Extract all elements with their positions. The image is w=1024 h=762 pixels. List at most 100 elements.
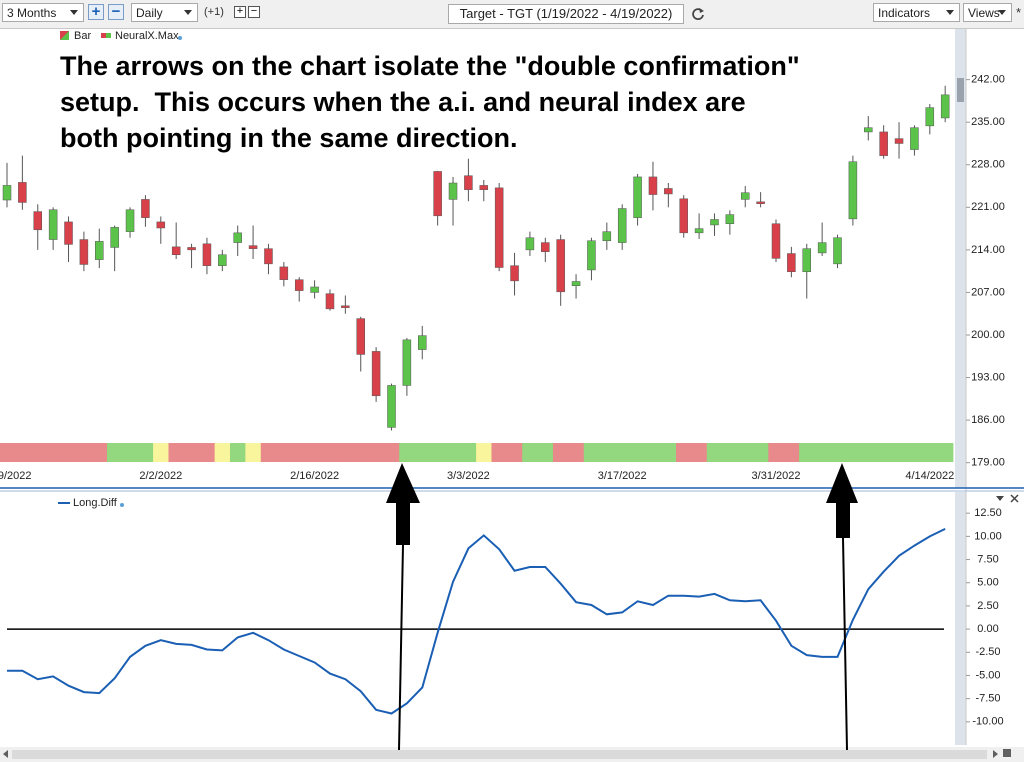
signal-cell: [768, 443, 785, 462]
signal-cell: [660, 443, 677, 462]
offset-plus[interactable]: +: [234, 6, 246, 18]
panel-menu[interactable]: [996, 496, 1004, 501]
signal-cell: [691, 443, 708, 462]
price-scrollbar[interactable]: [955, 29, 966, 488]
signal-cell: [291, 443, 308, 462]
candle-body: [233, 232, 242, 243]
signal-cell: [60, 443, 77, 462]
candle-body: [864, 127, 873, 133]
candle-body: [418, 335, 427, 350]
zoom-in[interactable]: +: [88, 4, 104, 20]
symbol-box[interactable]: Target - TGT (1/19/2022 - 4/19/2022): [448, 4, 684, 24]
y-tick-label: 12.50: [974, 507, 1002, 519]
y-tick-label: 235.00: [971, 116, 1005, 128]
scroll-right[interactable]: [993, 750, 998, 758]
views-star[interactable]: *: [1016, 5, 1022, 20]
candle-body: [679, 198, 688, 234]
candle-body: [64, 221, 73, 245]
candle-body: [95, 241, 104, 260]
signal-cell: [599, 443, 616, 462]
candle-body: [787, 253, 796, 273]
signal-cell: [506, 443, 523, 462]
signal-cell: [552, 443, 569, 462]
signal-cell: [568, 443, 585, 462]
price-scroll-thumb[interactable]: [957, 78, 964, 102]
legend-icon: [60, 31, 69, 40]
signal-cell: [583, 443, 600, 462]
signal-cell: [445, 443, 462, 462]
y-tick-label: -2.50: [975, 646, 1000, 658]
candle-body: [802, 248, 812, 273]
signal-cell: [245, 443, 262, 462]
indicator-line: [7, 528, 946, 715]
candle-body: [571, 281, 581, 287]
candle-body: [371, 351, 381, 397]
x-tick-label: 2/2/2022: [139, 470, 182, 482]
candle-body: [756, 201, 765, 204]
candle-body: [879, 131, 888, 156]
panel-close[interactable]: [1010, 494, 1019, 503]
candle-body: [602, 231, 612, 242]
signal-cell: [14, 443, 31, 462]
signal-cell: [276, 443, 293, 462]
annotation-line: The arrows on the chart isolate the "dou…: [60, 51, 800, 81]
offset-minus[interactable]: −: [248, 6, 260, 18]
x-tick-label: 1/19/2022: [0, 470, 31, 482]
signal-cell: [0, 443, 16, 462]
signal-cell: [30, 443, 46, 462]
candle-body: [141, 199, 150, 218]
indicators-select[interactable]: Indicators: [873, 3, 960, 22]
signal-cell: [230, 443, 246, 462]
signal-cell: [322, 443, 339, 462]
candle-body: [310, 286, 319, 293]
legend-dot: [120, 503, 124, 507]
y-tick-label: 179.00: [971, 457, 1005, 469]
offset-label: (+1): [204, 6, 224, 18]
arrow: [386, 463, 420, 751]
refresh-button[interactable]: [690, 6, 706, 22]
candle-body: [740, 192, 750, 200]
y-tick-label: 214.00: [971, 244, 1005, 256]
legend-icon: [106, 33, 111, 38]
candle-body: [940, 94, 950, 119]
signal-cell: [783, 443, 800, 462]
signal-cell: [353, 443, 369, 462]
signal-cell: [845, 443, 862, 462]
y-tick-label: 7.50: [977, 553, 998, 565]
signal-cell: [860, 443, 877, 462]
signal-cell: [829, 443, 846, 462]
signal-cell: [676, 443, 692, 462]
candle-body: [848, 161, 858, 220]
y-tick-label: 221.00: [971, 201, 1005, 213]
candle-body: [479, 185, 489, 190]
signal-cell: [491, 443, 508, 462]
y-tick-label: 10.00: [974, 530, 1002, 542]
indicator-scrollbar[interactable]: [955, 492, 966, 745]
interval-select[interactable]: Daily: [131, 3, 198, 22]
y-tick-label: 5.00: [977, 577, 998, 589]
signal-cell: [91, 443, 108, 462]
period-select[interactable]: 3 Months: [2, 3, 84, 22]
candle-body: [110, 227, 119, 248]
plots: 1/19/2022 2/2/2022 2/16/2022 3/3/2022 3/17/2…: [0, 74, 1005, 728]
candle-body: [556, 239, 565, 293]
scroll-end[interactable]: [1003, 749, 1011, 757]
signal-cell: [153, 443, 169, 462]
candle-body: [125, 209, 135, 232]
candle-body: [294, 279, 304, 291]
candle-body: [725, 214, 735, 224]
signal-cell: [45, 443, 62, 462]
y-tick-label: 0.00: [977, 623, 998, 635]
candle-body: [248, 245, 258, 249]
candle-body: [387, 385, 396, 428]
signal-cell: [645, 443, 662, 462]
candle-body: [48, 209, 58, 240]
zoom-out[interactable]: −: [108, 4, 124, 20]
candle-body: [510, 265, 519, 282]
views-select[interactable]: Views: [963, 3, 1012, 22]
signal-cell: [429, 443, 446, 462]
scroll-left[interactable]: [3, 750, 8, 758]
h-scroll-thumb[interactable]: [12, 750, 987, 759]
candle-body: [833, 237, 842, 265]
